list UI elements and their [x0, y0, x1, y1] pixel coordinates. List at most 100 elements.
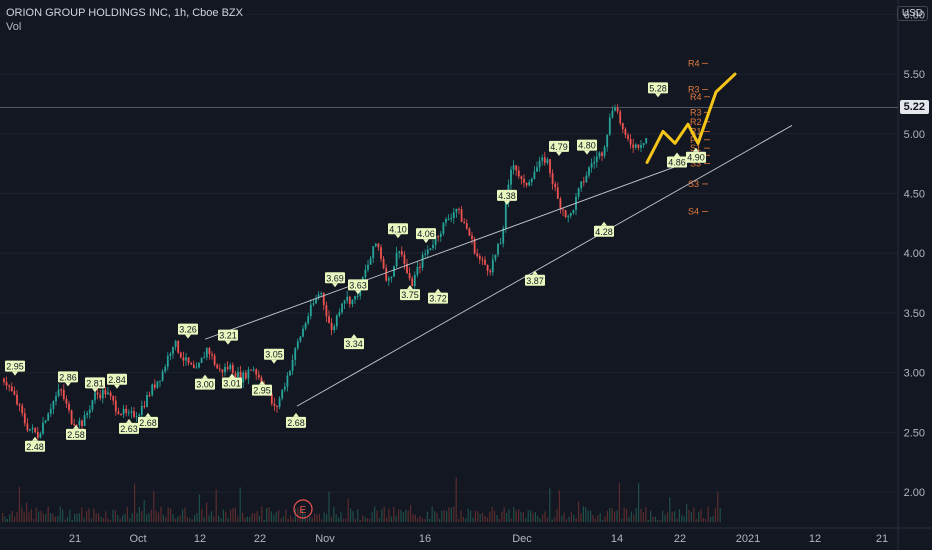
- volume-bar: [11, 510, 13, 522]
- candle-body: [304, 323, 307, 329]
- volume-bar: [119, 518, 121, 522]
- volume-bar: [489, 511, 491, 522]
- y-tick-label: 6.00: [904, 9, 925, 21]
- candle-body: [460, 209, 463, 222]
- candle-body: [5, 382, 8, 386]
- candle-body: [91, 400, 94, 410]
- candle-body: [497, 244, 499, 255]
- volume-bar: [638, 483, 640, 522]
- volume-bar: [395, 515, 397, 522]
- volume-bar: [270, 511, 272, 522]
- volume-bar: [378, 518, 380, 522]
- candle-body: [346, 296, 349, 301]
- x-tick-label: 12: [809, 533, 821, 545]
- candle-body: [226, 367, 229, 370]
- swing-label-pointer: [693, 147, 699, 152]
- channel-upper-line: [204, 157, 701, 340]
- x-tick-label: 12: [194, 533, 206, 545]
- x-tick-label: 2021: [736, 533, 760, 545]
- swing-label-box: [497, 189, 517, 201]
- candle-body: [104, 389, 107, 395]
- earnings-event-icon: [293, 499, 313, 519]
- candle-body: [270, 394, 273, 404]
- swing-label-box: [686, 151, 706, 163]
- swing-label-box: [264, 348, 284, 360]
- currency-button[interactable]: USD: [896, 6, 928, 21]
- volume-bar: [470, 510, 472, 522]
- volume-bar: [266, 508, 268, 522]
- candle-body: [515, 165, 518, 171]
- candle-body: [437, 236, 440, 238]
- candle-body: [333, 326, 336, 331]
- candle-body: [138, 414, 141, 417]
- candle-body: [294, 348, 297, 360]
- volume-bar: [107, 518, 109, 522]
- candle-body: [177, 340, 180, 353]
- volume-bar: [705, 519, 707, 522]
- candle-body: [463, 221, 466, 224]
- volume-bar: [674, 511, 676, 522]
- swing-label-pointer: [435, 288, 441, 293]
- x-tick-label: 14: [611, 533, 623, 545]
- volume-bar: [405, 509, 407, 522]
- candle-body: [161, 371, 164, 381]
- candle-body: [234, 373, 237, 377]
- volume-bar: [695, 518, 697, 522]
- volume-bar: [16, 512, 18, 522]
- volume-bar: [150, 509, 152, 522]
- volume-bar: [98, 513, 100, 522]
- candle-body: [406, 263, 408, 274]
- volume-bar: [474, 510, 476, 522]
- candle-body: [70, 410, 73, 424]
- volume-bar: [714, 508, 716, 522]
- volume-bar: [686, 504, 688, 522]
- volume-bar: [683, 516, 685, 522]
- volume-bar: [328, 491, 330, 522]
- volume-bar: [210, 511, 212, 522]
- candle-body: [471, 235, 473, 239]
- volume-bar: [81, 507, 83, 522]
- volume-bar: [618, 483, 620, 522]
- volume-bar: [256, 511, 258, 522]
- swing-label-box: [344, 338, 364, 350]
- volume-bar: [635, 507, 637, 522]
- candle-body: [619, 111, 622, 124]
- candle-body: [447, 218, 450, 220]
- volume-bar: [225, 511, 227, 522]
- candle-body: [541, 157, 544, 161]
- volume-bar: [213, 516, 215, 522]
- candle-body: [229, 365, 232, 370]
- swing-label-text: 3.87: [526, 276, 544, 286]
- candle-body: [549, 159, 551, 174]
- swing-label-pointer: [259, 380, 265, 385]
- volume-bar: [246, 516, 248, 522]
- candle-body: [317, 294, 320, 299]
- candle-body: [621, 123, 624, 130]
- volume-bar: [388, 508, 390, 522]
- volume-bar: [131, 513, 133, 522]
- candle-body: [65, 398, 68, 404]
- swing-label-text: 3.05: [265, 350, 283, 360]
- swing-label-box: [348, 279, 368, 291]
- candle-body: [330, 322, 333, 331]
- candle-body: [179, 352, 182, 358]
- volume-bar: [710, 517, 712, 522]
- candle-body: [588, 167, 590, 176]
- pivot-label: R3: [688, 85, 700, 95]
- volume-bar: [642, 512, 644, 522]
- volume-bar: [657, 519, 659, 522]
- volume-bar: [520, 511, 522, 522]
- volume-bar: [506, 512, 508, 522]
- candle-body: [364, 269, 367, 278]
- candle-body: [96, 392, 99, 395]
- swing-label-pointer: [601, 221, 607, 226]
- volume-bar: [666, 512, 668, 522]
- swing-label-pointer: [584, 150, 590, 155]
- x-tick-label: Nov: [315, 533, 335, 545]
- candle-body: [250, 369, 252, 371]
- channel-lower-line: [296, 125, 793, 407]
- swing-label-pointer: [674, 152, 680, 157]
- candle-body: [278, 398, 281, 407]
